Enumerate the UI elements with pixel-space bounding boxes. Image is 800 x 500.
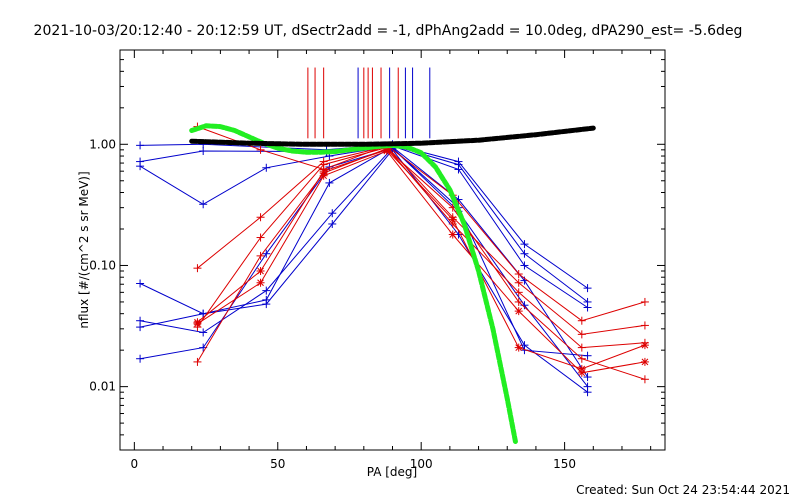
y-tick-label: 1.00 — [89, 137, 116, 151]
y-axis: 0.01 0.10 1.00 — [89, 49, 665, 451]
x-axis: 0 50 100 150 — [131, 50, 652, 471]
series-line — [139, 145, 588, 308]
series-2 — [136, 141, 592, 306]
data-point — [199, 200, 208, 209]
chart-title: 2021-10-03/20:12:40 - 20:12:59 UT, dSect… — [34, 23, 743, 39]
series-line — [197, 126, 646, 322]
data-point — [199, 328, 208, 337]
data-point — [640, 375, 649, 384]
data-point — [199, 147, 208, 156]
data-point — [454, 165, 463, 174]
series-layer — [136, 122, 649, 397]
data-point — [583, 351, 592, 360]
footer-created: Created: Sun Oct 24 23:54:44 2021 — [576, 483, 790, 497]
x-axis-label: PA [deg] — [367, 465, 417, 479]
series-13 — [193, 145, 649, 373]
data-point — [262, 163, 271, 172]
pa-markers — [307, 67, 431, 139]
data-point — [136, 279, 145, 288]
data-point — [640, 321, 649, 330]
data-point — [328, 219, 337, 228]
data-point — [262, 249, 271, 258]
data-point — [136, 323, 145, 332]
x-tick-label: 150 — [553, 457, 576, 471]
data-point — [136, 354, 145, 363]
series-line — [197, 149, 646, 370]
data-point — [256, 251, 265, 260]
data-point — [577, 364, 586, 373]
data-point — [583, 373, 592, 382]
data-point — [640, 357, 649, 366]
data-point — [577, 330, 586, 339]
data-point — [256, 278, 265, 287]
data-point — [193, 318, 202, 327]
y-axis-label: nflux [#/(cm^2 s sr MeV)] — [77, 171, 91, 328]
data-point — [256, 233, 265, 242]
series-line — [197, 145, 645, 335]
series-line — [139, 148, 588, 393]
data-point — [577, 354, 586, 363]
data-point — [520, 249, 529, 258]
data-point — [199, 309, 208, 318]
series-line — [140, 144, 588, 303]
series-line — [140, 147, 588, 360]
series-12 — [193, 147, 649, 377]
data-point — [514, 297, 523, 306]
fit-curve-black — [189, 125, 596, 147]
data-point — [328, 209, 337, 218]
series-line — [140, 147, 588, 387]
data-point — [136, 141, 145, 150]
data-point — [577, 316, 586, 325]
data-point — [520, 261, 529, 270]
data-point — [514, 270, 523, 279]
data-point — [256, 267, 265, 276]
series-line — [196, 148, 646, 380]
plot-frame — [119, 49, 666, 451]
data-point — [514, 288, 523, 297]
x-tick-label: 0 — [131, 457, 139, 471]
data-point — [136, 162, 145, 171]
data-point — [325, 178, 334, 187]
data-point — [256, 145, 265, 154]
data-point — [193, 357, 202, 366]
data-point — [262, 286, 271, 295]
y-tick-label: 0.01 — [89, 380, 116, 394]
data-point — [640, 297, 649, 306]
data-point — [583, 303, 592, 312]
series-line — [140, 143, 588, 289]
series-line — [197, 150, 645, 374]
series-line — [196, 146, 645, 349]
data-point — [583, 284, 592, 293]
data-point — [577, 343, 586, 352]
series-6 — [136, 145, 592, 397]
x-tick-label: 100 — [410, 457, 433, 471]
data-point — [520, 240, 529, 249]
data-point — [448, 230, 457, 239]
y-tick-label: 0.10 — [89, 258, 116, 272]
data-point — [262, 300, 271, 309]
fit-layer — [189, 123, 596, 446]
data-point — [193, 264, 202, 273]
data-point — [514, 307, 523, 316]
data-point — [583, 388, 592, 397]
series-5 — [136, 144, 592, 391]
x-tick-label: 50 — [270, 457, 285, 471]
data-point — [514, 343, 523, 352]
data-point — [256, 213, 265, 222]
fit-curve-green — [189, 123, 519, 446]
data-point — [448, 215, 457, 224]
data-point — [640, 341, 649, 350]
data-point — [319, 167, 328, 176]
data-point — [514, 278, 523, 287]
